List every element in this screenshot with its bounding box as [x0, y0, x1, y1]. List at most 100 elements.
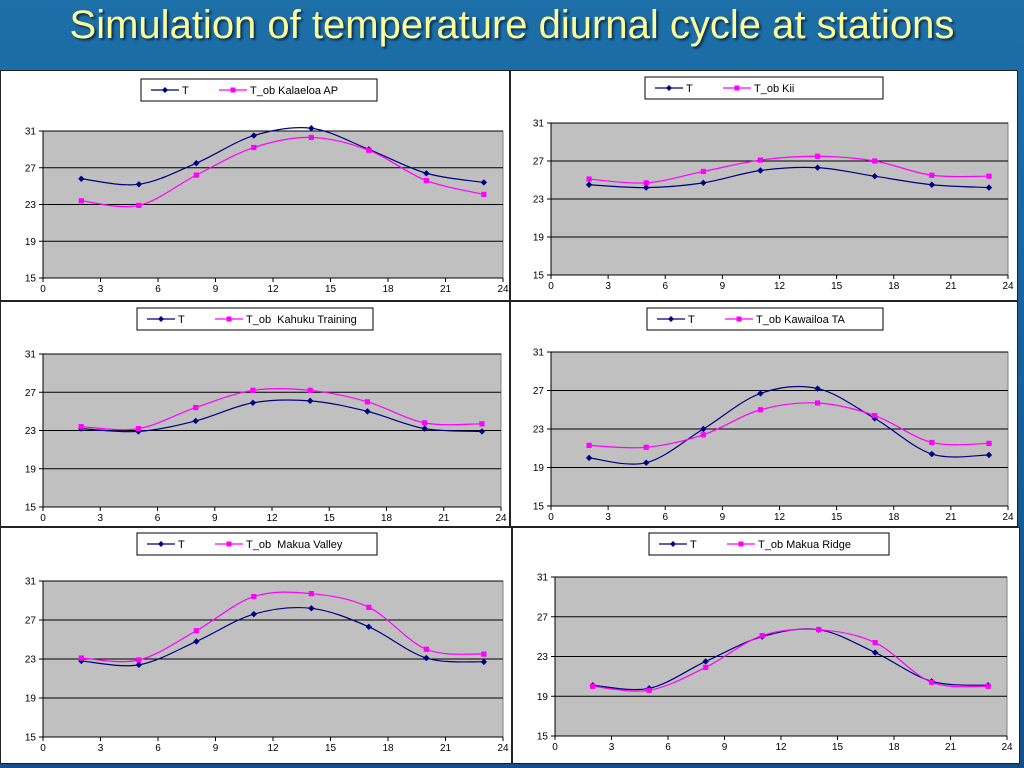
x-tick-label: 3 — [605, 281, 611, 292]
x-tick-label: 3 — [98, 284, 104, 295]
data-point-t-ob — [872, 412, 878, 419]
legend-marker-t — [158, 316, 164, 322]
legend-label-t-ob: T_ob Kalaeloa AP — [250, 85, 338, 97]
x-tick-label: 0 — [40, 284, 46, 295]
data-point-t-ob — [135, 425, 142, 432]
x-tick-label: 0 — [548, 281, 554, 292]
data-point-t — [250, 132, 258, 139]
series-line-t-ob-makua-valley — [81, 591, 484, 663]
data-point-t-ob — [703, 664, 709, 671]
x-tick-label: 3 — [98, 743, 104, 754]
data-point-t-ob — [590, 683, 596, 689]
y-tick-label: 27 — [533, 386, 545, 397]
data-point-t-ob — [759, 633, 765, 639]
data-point-t — [421, 425, 428, 432]
series-line-t — [589, 166, 989, 189]
legend-marker-t-ob — [738, 541, 744, 547]
x-tick-label: 15 — [831, 281, 843, 292]
data-point-t-ob — [307, 387, 313, 393]
data-point-t — [702, 658, 709, 665]
data-point-t-ob — [136, 202, 142, 209]
x-tick-label: 18 — [382, 743, 394, 754]
data-point-t-ob — [78, 198, 84, 204]
line-chart: 15 19 23 27 31 0 3 6 9 12 15 18 21 24 T T_ob Kahuku Tra… — [25, 307, 507, 524]
legend: T T_ob Kalaeloa AP — [140, 78, 378, 102]
legend-label-t: T — [182, 85, 189, 97]
line-chart: 15 19 23 27 31 0 3 6 9 12 15 18 21 24 T T_ob Kawailoa T… — [533, 307, 1014, 523]
line-chart: 15 19 23 27 31 0 3 6 9 12 15 18 21 24 T T_ob Makua Vall… — [25, 532, 509, 754]
data-point-t-ob — [366, 147, 372, 153]
legend-label-t: T — [178, 539, 185, 551]
data-point-t — [192, 417, 199, 425]
y-tick-label: 15 — [25, 503, 37, 514]
data-point-t-ob — [816, 627, 822, 633]
y-tick-label: 19 — [533, 233, 545, 244]
data-point-t-ob — [872, 639, 878, 646]
y-tick-label: 19 — [25, 694, 37, 705]
legend-marker-t — [668, 316, 674, 322]
x-tick-label: 15 — [324, 513, 336, 524]
x-tick-label: 24 — [497, 743, 509, 754]
x-tick-label: 24 — [497, 284, 509, 295]
data-point-t-ob — [586, 442, 592, 448]
y-tick-label: 31 — [25, 127, 37, 138]
data-point-t-ob — [250, 387, 256, 393]
data-point-t-ob — [366, 604, 372, 610]
x-tick-label: 6 — [662, 512, 668, 523]
x-tick-label: 6 — [662, 281, 668, 292]
data-point-t-ob — [986, 173, 992, 179]
legend-label-t-ob: T_ob Kawailoa TA — [756, 314, 846, 326]
line-chart: 15 19 23 27 31 0 3 6 9 12 15 18 21 24 T T_ob Makua Ridg… — [537, 532, 1013, 753]
legend-marker-t — [666, 85, 672, 91]
x-tick-label: 21 — [945, 512, 957, 523]
legend-marker-t-ob — [230, 87, 236, 93]
y-tick-label: 31 — [537, 573, 549, 584]
data-point-t-ob — [481, 651, 487, 657]
data-point-t-ob — [700, 168, 706, 175]
y-tick-label: 23 — [25, 655, 37, 666]
series-line-t — [81, 127, 484, 186]
data-point-t-ob — [986, 440, 992, 447]
x-tick-label: 3 — [97, 513, 103, 524]
chart-panel-kahuku-training: 15 19 23 27 31 0 3 6 9 12 15 18 21 24 T T_ob Kahuku Tra… — [0, 301, 510, 527]
legend-marker-t-ob — [226, 316, 232, 322]
data-point-t-ob — [646, 687, 652, 693]
x-tick-label: 12 — [774, 512, 786, 523]
x-tick-label: 0 — [552, 742, 558, 753]
x-tick-label: 18 — [382, 284, 394, 295]
x-tick-label: 12 — [267, 284, 279, 295]
legend-label-t: T — [178, 314, 185, 326]
data-point-t-ob — [929, 679, 935, 685]
x-tick-label: 21 — [945, 742, 957, 753]
x-tick-label: 12 — [266, 513, 278, 524]
data-point-t-ob — [423, 178, 429, 184]
line-chart: 15 19 23 27 31 0 3 6 9 12 15 18 21 24 T T_ob Kii — [533, 76, 1014, 292]
data-point-t-ob — [422, 420, 428, 426]
x-tick-label: 9 — [720, 281, 726, 292]
data-point-t-ob — [423, 646, 429, 652]
legend-label-t-ob: T_ob Makua Valley — [246, 539, 343, 551]
series-line-t-ob-kii — [589, 155, 989, 184]
y-tick-label: 15 — [25, 733, 37, 744]
data-point-t-ob — [929, 172, 935, 178]
legend-label-t-ob: T_ob Makua Ridge — [758, 539, 851, 551]
legend-marker-t — [158, 541, 164, 547]
legend-marker-t-ob — [226, 541, 232, 547]
x-tick-label: 6 — [155, 513, 161, 524]
data-point-t-ob — [78, 655, 84, 661]
data-point-t-ob — [193, 172, 199, 178]
x-tick-label: 18 — [888, 512, 900, 523]
x-tick-label: 15 — [832, 742, 844, 753]
data-point-t — [249, 399, 257, 406]
x-tick-label: 6 — [155, 743, 161, 754]
x-tick-label: 21 — [438, 513, 450, 524]
series-line-t — [81, 606, 484, 667]
x-tick-label: 9 — [212, 513, 218, 524]
slide-title: Simulation of temperature diurnal cycle … — [69, 3, 955, 47]
data-point-t-ob — [814, 153, 821, 159]
data-point-t-ob — [814, 400, 821, 406]
x-tick-label: 9 — [722, 742, 728, 753]
data-point-t — [308, 125, 315, 132]
legend-marker-t-ob — [736, 316, 742, 322]
x-tick-label: 18 — [381, 513, 393, 524]
